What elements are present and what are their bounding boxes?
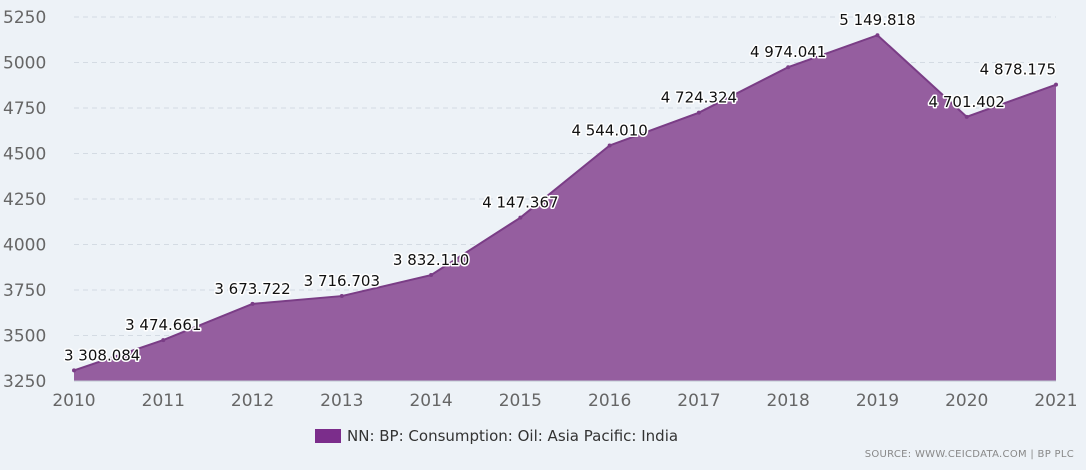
legend-swatch bbox=[315, 429, 341, 443]
y-tick-label: 4750 bbox=[3, 99, 46, 119]
data-point bbox=[339, 294, 344, 299]
data-point bbox=[250, 301, 255, 306]
data-label: 3 308.084 bbox=[64, 346, 140, 364]
x-tick-label: 2011 bbox=[142, 391, 185, 411]
y-tick-label: 4000 bbox=[3, 236, 46, 256]
x-tick-label: 2020 bbox=[945, 391, 988, 411]
x-tick-label: 2013 bbox=[320, 391, 363, 411]
data-label: 4 544.010 bbox=[571, 121, 647, 139]
data-point bbox=[786, 65, 791, 70]
data-label: 3 832.110 bbox=[393, 251, 469, 269]
x-tick-label: 2016 bbox=[588, 391, 631, 411]
x-tick-label: 2017 bbox=[677, 391, 720, 411]
area-fill bbox=[74, 35, 1056, 381]
y-tick-label: 4250 bbox=[3, 190, 46, 210]
x-tick-label: 2010 bbox=[52, 391, 95, 411]
y-tick-label: 5000 bbox=[3, 54, 46, 74]
data-label: 4 724.324 bbox=[661, 89, 737, 107]
x-tick-label: 2014 bbox=[409, 391, 452, 411]
x-tick-label: 2021 bbox=[1034, 391, 1077, 411]
y-tick-label: 5250 bbox=[3, 8, 46, 28]
data-label: 3 474.661 bbox=[125, 316, 201, 334]
data-label: 3 716.703 bbox=[304, 272, 380, 290]
data-label: 5 149.818 bbox=[839, 11, 915, 29]
data-point bbox=[1054, 82, 1058, 87]
data-point bbox=[72, 368, 76, 373]
source-note: SOURCE: WWW.CEICDATA.COM | BP PLC bbox=[864, 449, 1074, 460]
area-chart: 3250 3500 3750 4000 4250 4500 4750 5000 5250 2010… bbox=[3, 8, 1078, 411]
series-line bbox=[73, 34, 1057, 372]
data-label: 4 147.367 bbox=[482, 194, 558, 212]
y-tick-label: 3500 bbox=[3, 327, 46, 347]
data-point bbox=[607, 143, 612, 148]
data-label: 4 974.041 bbox=[750, 43, 826, 61]
y-tick-label: 4500 bbox=[3, 145, 46, 165]
data-label: 4 878.175 bbox=[980, 61, 1056, 79]
y-tick-label: 3250 bbox=[3, 372, 46, 392]
data-point bbox=[875, 33, 880, 38]
data-label: 4 701.402 bbox=[929, 93, 1005, 111]
legend[interactable]: NN: BP: Consumption: Oil: Asia Pacific: … bbox=[315, 427, 678, 445]
data-point bbox=[518, 215, 523, 220]
x-tick-label: 2018 bbox=[767, 391, 810, 411]
data-point bbox=[964, 114, 969, 119]
y-tick-label: 3750 bbox=[3, 281, 46, 301]
x-tick-label: 2012 bbox=[231, 391, 274, 411]
data-label: 3 673.722 bbox=[214, 280, 290, 298]
x-tick-label: 2019 bbox=[856, 391, 899, 411]
data-point bbox=[161, 338, 166, 343]
legend-label: NN: BP: Consumption: Oil: Asia Pacific: … bbox=[347, 427, 679, 445]
data-point bbox=[696, 110, 701, 115]
data-point bbox=[429, 273, 434, 278]
x-tick-label: 2015 bbox=[499, 391, 542, 411]
